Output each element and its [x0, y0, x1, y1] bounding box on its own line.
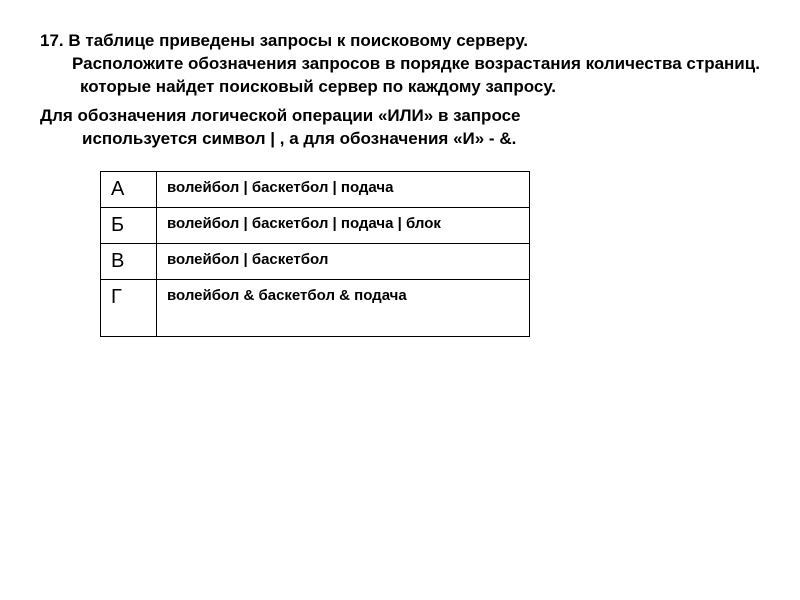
- row-label: Г: [101, 279, 157, 336]
- question-number: 17.: [40, 31, 64, 50]
- table-row: Г волейбол & баскетбол & подача: [101, 279, 530, 336]
- row-query: волейбол | баскетбол | подача: [157, 171, 530, 207]
- table-row: А волейбол | баскетбол | подача: [101, 171, 530, 207]
- row-query: волейбол | баскетбол: [157, 243, 530, 279]
- row-query: волейбол | баскетбол | подача | блок: [157, 207, 530, 243]
- row-label: Б: [101, 207, 157, 243]
- question-subtext: Для обозначения логической операции «ИЛИ…: [40, 105, 760, 151]
- question-subline2: используется символ | , а для обозначени…: [40, 128, 760, 151]
- query-table: А волейбол | баскетбол | подача Б волейб…: [100, 171, 530, 337]
- row-query: волейбол & баскетбол & подача: [157, 279, 530, 336]
- question-line2: Расположите обозначения запросов в поряд…: [40, 53, 760, 76]
- question-subline1: Для обозначения логической операции «ИЛИ…: [40, 106, 521, 125]
- question-block: 17. В таблице приведены запросы к поиско…: [40, 30, 760, 99]
- table-row: Б волейбол | баскетбол | подача | блок: [101, 207, 530, 243]
- table-row: В волейбол | баскетбол: [101, 243, 530, 279]
- question-line3: которые найдет поисковый сервер по каждо…: [40, 76, 760, 99]
- row-label: А: [101, 171, 157, 207]
- question-line1: В таблице приведены запросы к поисковому…: [68, 31, 528, 50]
- row-label: В: [101, 243, 157, 279]
